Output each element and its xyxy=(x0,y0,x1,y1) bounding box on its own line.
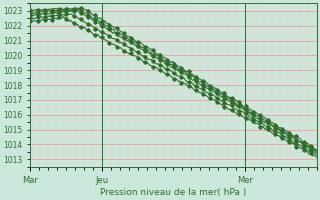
X-axis label: Pression niveau de la mer( hPa ): Pression niveau de la mer( hPa ) xyxy=(100,188,247,197)
